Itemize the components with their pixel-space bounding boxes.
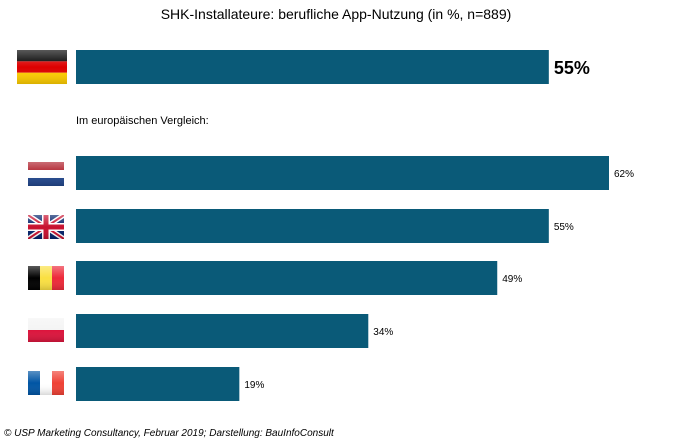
bar-niederlande (76, 156, 609, 190)
poland-flag-icon (28, 318, 64, 342)
bar-großbritannien (76, 209, 549, 243)
france-flag-icon (28, 371, 64, 395)
bar-belgien (76, 261, 498, 295)
comparison-bars: 62% 55% 49% 34% 19% (76, 156, 634, 401)
germany-flag-icon (17, 50, 68, 85)
data-label-großbritannien: 55% (554, 222, 574, 233)
uk-flag-icon (28, 215, 64, 239)
chart-title: SHK-Installateure: berufliche App-Nutzun… (161, 6, 512, 22)
data-label-frankreich: 19% (244, 380, 264, 391)
data-label-polen: 34% (373, 327, 393, 338)
data-label-germany: 55% (554, 58, 590, 78)
netherlands-flag-icon (28, 162, 64, 186)
bar-polen (76, 314, 369, 348)
source-footer: © USP Marketing Consultancy, Februar 201… (4, 428, 335, 439)
bar-frankreich (76, 367, 240, 401)
bar-germany (76, 50, 549, 84)
belgium-flag-icon (28, 266, 64, 290)
data-label-niederlande: 62% (614, 169, 634, 180)
comparison-heading: Im europäischen Vergleich: (76, 115, 209, 127)
data-label-belgien: 49% (502, 274, 522, 285)
